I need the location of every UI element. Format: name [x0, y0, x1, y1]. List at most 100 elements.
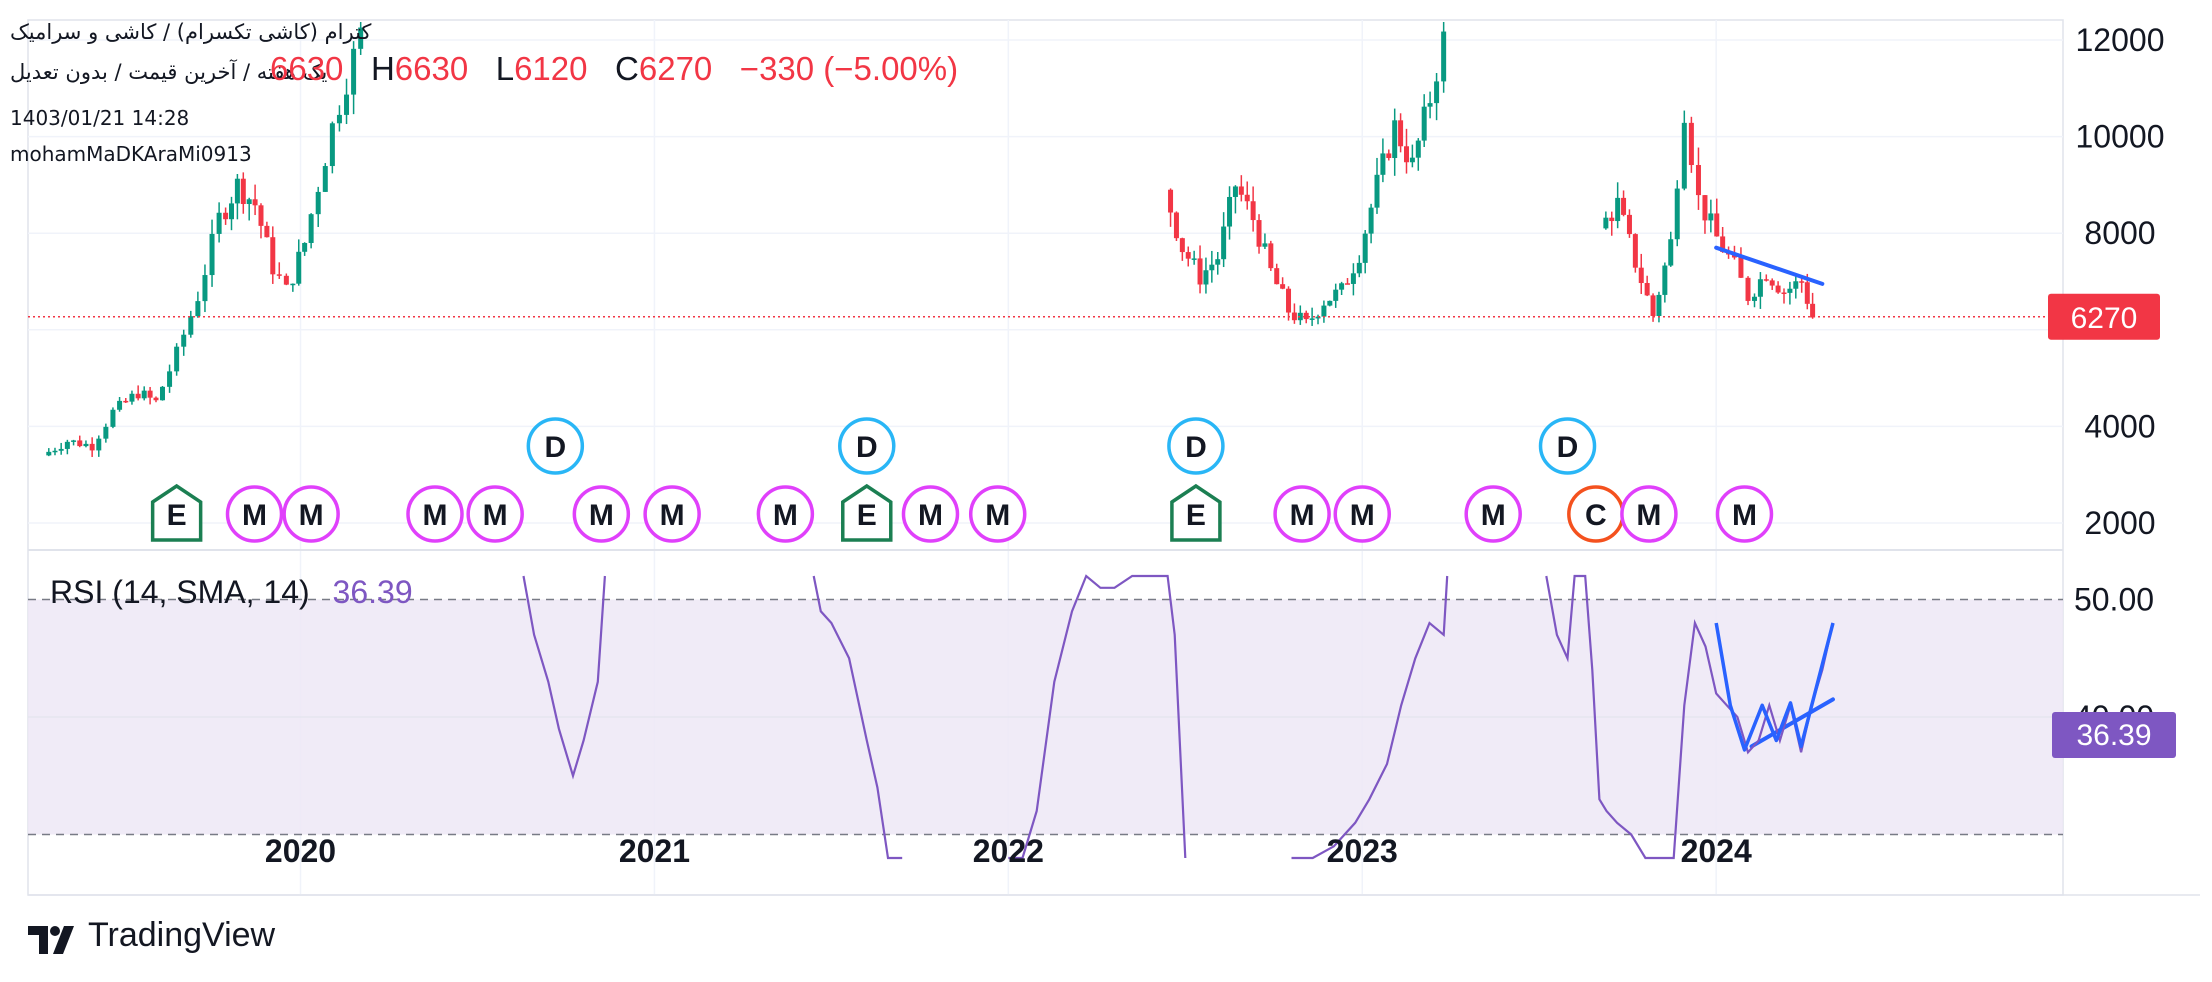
candle-body — [159, 386, 165, 401]
event-marker-m[interactable]: M — [1715, 485, 1774, 543]
event-marker-m[interactable]: M — [756, 485, 815, 543]
rsi-line — [1291, 575, 1449, 860]
marker-label: M — [660, 499, 685, 532]
candle-body — [258, 205, 264, 226]
candle-body — [276, 274, 282, 276]
candle-body — [1274, 268, 1280, 285]
candle-body — [1674, 188, 1680, 240]
candle-body — [103, 426, 109, 439]
event-marker-m[interactable]: M — [1273, 485, 1331, 543]
event-marker-m[interactable]: M — [1620, 485, 1678, 543]
rsi-line — [522, 575, 606, 780]
ohlc-legend: 6630 H6630 L6120 C6270 −330 (−5.00%) — [270, 50, 958, 88]
rsi-zigzag-drawing[interactable] — [1714, 622, 1835, 752]
marker-circle — [1715, 485, 1774, 543]
candle-body — [123, 400, 129, 403]
event-markers[interactable]: E M M M MDM M MDE M MDE M M MDC M M — [150, 417, 1774, 543]
rsi-trendline[interactable] — [1749, 697, 1835, 749]
event-marker-m[interactable]: M — [225, 485, 284, 543]
event-marker-m[interactable]: M — [1464, 485, 1522, 543]
event-marker-d[interactable]: D — [1167, 417, 1225, 475]
candle-body — [1668, 239, 1674, 266]
candle-body — [117, 400, 123, 410]
candle-body — [1297, 312, 1303, 321]
high-label: H — [370, 50, 395, 87]
candle-body — [315, 191, 321, 215]
symbol-title: کترام (کاشی تکسرام) / کاشی و سرامیک — [10, 20, 372, 44]
candle-body — [64, 441, 70, 449]
tradingview-logo-icon[interactable] — [28, 926, 74, 954]
candle-body — [1804, 282, 1810, 304]
marker-label: M — [1732, 499, 1757, 532]
candle-body — [188, 316, 194, 335]
event-marker-m[interactable]: M — [282, 485, 340, 543]
candle-body — [1356, 262, 1362, 274]
rsi-bands — [28, 598, 2063, 836]
time-axis[interactable]: 2020 2021 2022 2023 2024 — [265, 833, 1752, 869]
event-marker-m[interactable]: M — [406, 485, 464, 543]
price-trendline[interactable] — [1714, 245, 1825, 286]
event-marker-d[interactable]: D — [526, 417, 585, 475]
event-marker-d[interactable]: D — [838, 417, 896, 475]
candle-body — [1745, 277, 1751, 301]
candle-body — [1203, 270, 1209, 285]
event-marker-c[interactable]: C — [1567, 485, 1625, 543]
candle-body — [1398, 120, 1404, 147]
event-marker-m[interactable]: M — [572, 485, 631, 543]
rsi-line — [1008, 574, 1187, 860]
event-marker-e[interactable]: E — [150, 483, 203, 542]
candle-body — [1368, 207, 1374, 234]
price-axis[interactable]: 12000 10000 8000 4000 2000 — [2076, 22, 2165, 541]
author-name[interactable]: mohamMaDKAraMi0913 — [10, 142, 252, 166]
candle-body — [240, 178, 246, 205]
marker-label: M — [985, 499, 1010, 532]
price-tick-label: 2000 — [2084, 505, 2155, 541]
event-marker-m[interactable]: M — [901, 485, 960, 543]
candle-body — [1781, 292, 1787, 295]
marker-label: M — [242, 499, 267, 532]
candle-body — [1309, 318, 1315, 320]
event-marker-e[interactable]: E — [1170, 483, 1222, 542]
candle-body — [1345, 283, 1351, 285]
candle-body — [1409, 157, 1415, 163]
candle-body — [1286, 288, 1292, 313]
last-price-badge: 6270 — [2048, 293, 2160, 340]
marker-circle — [1273, 485, 1331, 543]
candle-body — [1303, 312, 1309, 320]
rsi-legend-value: 36.39 — [332, 574, 413, 610]
candle-body — [1688, 122, 1694, 166]
event-marker-m[interactable]: M — [1333, 485, 1392, 543]
candle-body — [1392, 120, 1398, 159]
marker-circle — [1333, 485, 1392, 543]
event-marker-m[interactable]: M — [968, 485, 1027, 543]
candle-body — [1250, 201, 1256, 221]
event-marker-m[interactable]: M — [643, 485, 701, 543]
rsi-legend[interactable]: RSI (14, SMA, 14) 36.39 — [50, 574, 413, 611]
candle-body — [1799, 281, 1805, 283]
candle-body — [1632, 234, 1638, 268]
marker-label: M — [1481, 499, 1506, 532]
brand[interactable]: TradingView — [28, 916, 275, 955]
candle-body — [1386, 153, 1392, 159]
trendlines[interactable] — [1714, 245, 1835, 749]
candle-body — [52, 450, 58, 453]
candle-body — [1197, 258, 1203, 285]
marker-circle — [756, 485, 815, 543]
high-value: 6630 — [394, 50, 469, 87]
price-tick-label: 10000 — [2076, 119, 2165, 155]
candle-body — [1415, 140, 1421, 158]
time-tick-label: 2023 — [1327, 833, 1398, 869]
candle-body — [89, 443, 95, 451]
candle-body — [1810, 303, 1816, 318]
event-marker-d[interactable]: D — [1538, 417, 1597, 475]
rsi-tick-label: 50.00 — [2074, 582, 2154, 618]
candle-body — [1374, 174, 1380, 208]
candle-body — [1757, 279, 1763, 297]
event-marker-e[interactable]: E — [841, 483, 893, 542]
candle-body — [141, 390, 147, 399]
event-marker-m[interactable]: M — [466, 485, 524, 543]
marker-label: M — [423, 499, 448, 532]
earnings-marker-shape — [841, 483, 893, 542]
